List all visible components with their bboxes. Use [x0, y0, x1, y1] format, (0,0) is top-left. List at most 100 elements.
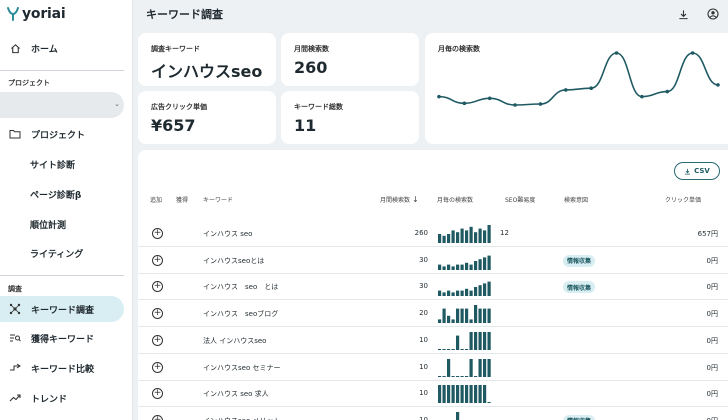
trend-point — [690, 51, 695, 55]
sidebar-item-writing[interactable]: ライティング — [0, 240, 124, 266]
trend-line — [438, 52, 719, 106]
trend-chart-card: 月毎の検索数 — [425, 33, 728, 144]
spark-bar — [451, 266, 455, 270]
spark-bar — [460, 290, 464, 297]
card-volume: 月間検索数 260 — [281, 33, 419, 86]
spark-bar — [474, 375, 478, 377]
trend-sparkline — [438, 305, 491, 324]
section-label-project: プロジェクト — [8, 79, 50, 87]
trend-chart — [437, 51, 720, 107]
spark-bar — [447, 358, 451, 377]
volume-cell: 10 — [419, 389, 428, 398]
spark-bar — [442, 348, 446, 350]
spark-bar — [438, 319, 442, 324]
table-row: + インハウス seo 260 12 657円 — [138, 220, 728, 247]
spark-bar — [487, 331, 491, 350]
compare-icon — [8, 361, 22, 375]
project-select[interactable]: ⌄ — [0, 92, 124, 118]
cpc-cell: 0円 — [706, 336, 718, 345]
spark-bar — [451, 230, 455, 243]
plus-icon: + — [153, 388, 162, 399]
spark-bar — [451, 319, 455, 324]
header-volume[interactable]: 月間検索数 ↓ — [380, 195, 419, 204]
sidebar-item-rank-tracking[interactable]: 順位計測 — [0, 211, 124, 237]
spark-bar — [438, 385, 442, 404]
sidebar-item-label: サイト診断 — [30, 160, 76, 171]
keyword-cell: インハウスseo セミナー — [203, 363, 281, 372]
card-label: 調査キーワード — [151, 45, 200, 53]
sidebar: yoriai ホーム プロジェクト ⌄ プロジェクト サイト診断 ページ診断β … — [0, 0, 133, 420]
sidebar-item-trends[interactable]: トレンド — [0, 385, 124, 411]
spark-bar — [474, 260, 478, 270]
spark-bar — [456, 264, 460, 270]
keyword-cell: インハウス seo — [203, 230, 253, 238]
spark-bar — [483, 331, 487, 350]
spark-bar — [487, 402, 491, 404]
spark-bar — [465, 262, 469, 270]
account-icon[interactable] — [706, 7, 720, 21]
sidebar-item-label: プロジェクト — [31, 130, 86, 141]
spark-bar — [469, 264, 473, 270]
logo[interactable]: yoriai — [6, 6, 66, 22]
card-label: 広告クリック単価 — [151, 103, 207, 111]
card-label: キーワード総数 — [294, 103, 343, 111]
sidebar-item-keyword-compare[interactable]: キーワード比較 — [0, 355, 124, 381]
spark-bar — [478, 258, 482, 270]
table-row: + インハウス seoブログ 20 0円 — [138, 300, 728, 328]
download-icon[interactable] — [676, 7, 690, 21]
spark-bar — [483, 308, 487, 324]
header-label: 月間検索数 — [380, 197, 411, 204]
spark-bar — [487, 308, 491, 324]
header-add: 追加 — [150, 197, 163, 204]
sidebar-item-site-audit[interactable]: サイト診断 — [0, 151, 124, 177]
spark-bar — [460, 375, 464, 377]
spark-bar — [474, 305, 478, 324]
sidebar-item-keyword-research[interactable]: キーワード調査 — [0, 296, 124, 322]
add-keyword-button[interactable]: + — [152, 414, 163, 420]
spark-bar — [478, 331, 482, 350]
seo-difficulty-cell: 12 — [500, 229, 509, 237]
spark-bar — [465, 308, 469, 324]
sidebar-item-projects[interactable]: プロジェクト — [0, 121, 124, 147]
add-keyword-button[interactable]: + — [152, 228, 163, 239]
trend-sparkline — [438, 281, 491, 297]
add-keyword-button[interactable]: + — [152, 361, 163, 373]
spark-bar — [465, 289, 469, 297]
sidebar-item-acquired-keywords[interactable]: 獲得キーワード — [0, 325, 124, 351]
keyword-table-card: CSV 追加 獲得 キーワード 月間検索数 ↓ 月毎の検索数 SEO難易度 検索… — [138, 150, 728, 420]
table-row: + インハウス seo とは 30 情報収集 0円 — [138, 273, 728, 301]
add-keyword-button[interactable]: + — [152, 281, 163, 293]
spark-bar — [487, 281, 491, 297]
sidebar-item-page-audit[interactable]: ページ診断β — [0, 181, 124, 207]
volume-cell: 260 — [414, 229, 428, 237]
keyword-cell: インハウス seo とは — [203, 283, 279, 292]
spark-bar — [451, 348, 455, 350]
logo-icon — [7, 7, 19, 21]
cpc-cell: 657円 — [697, 230, 718, 238]
cpc-cell: 0円 — [706, 256, 718, 265]
spark-bar — [469, 358, 473, 377]
add-keyword-button[interactable]: + — [152, 334, 163, 346]
chart-title: 月毎の検索数 — [438, 45, 480, 53]
plus-icon: + — [153, 281, 162, 292]
sidebar-item-home[interactable]: ホーム — [0, 35, 124, 61]
spark-bar — [456, 232, 460, 243]
intent-badge: 情報収集 — [563, 281, 596, 294]
trend-point — [665, 89, 670, 94]
csv-button[interactable]: CSV — [674, 162, 720, 180]
spark-bar — [442, 235, 446, 243]
intent-badge: 情報収集 — [563, 254, 596, 267]
add-keyword-button[interactable]: + — [152, 308, 163, 320]
trend-sparkline — [438, 331, 491, 350]
trend-icon — [8, 391, 22, 405]
spark-bar — [456, 308, 460, 324]
sidebar-item-label: ページ診断β — [30, 190, 82, 201]
cpc-cell: 0円 — [706, 310, 718, 319]
spark-bar — [451, 375, 455, 377]
add-keyword-button[interactable]: + — [152, 388, 163, 400]
plus-icon: + — [153, 414, 162, 420]
spark-bar — [442, 308, 446, 324]
add-keyword-button[interactable]: + — [152, 254, 163, 266]
volume-cell: 10 — [419, 362, 428, 371]
section-label-research: 調査 — [8, 285, 22, 293]
